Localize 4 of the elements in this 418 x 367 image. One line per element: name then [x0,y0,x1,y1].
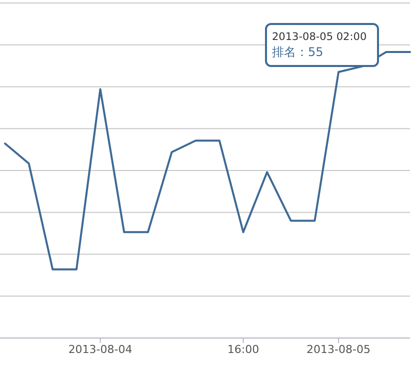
annotation: 2013-08-05 02:00 排名：55 [272,31,367,59]
x-tick-label: 2013-08-04 [68,343,132,356]
x-tick-label: 16:00 [227,343,260,356]
x-tick-label: 2013-08-05 [306,343,370,356]
